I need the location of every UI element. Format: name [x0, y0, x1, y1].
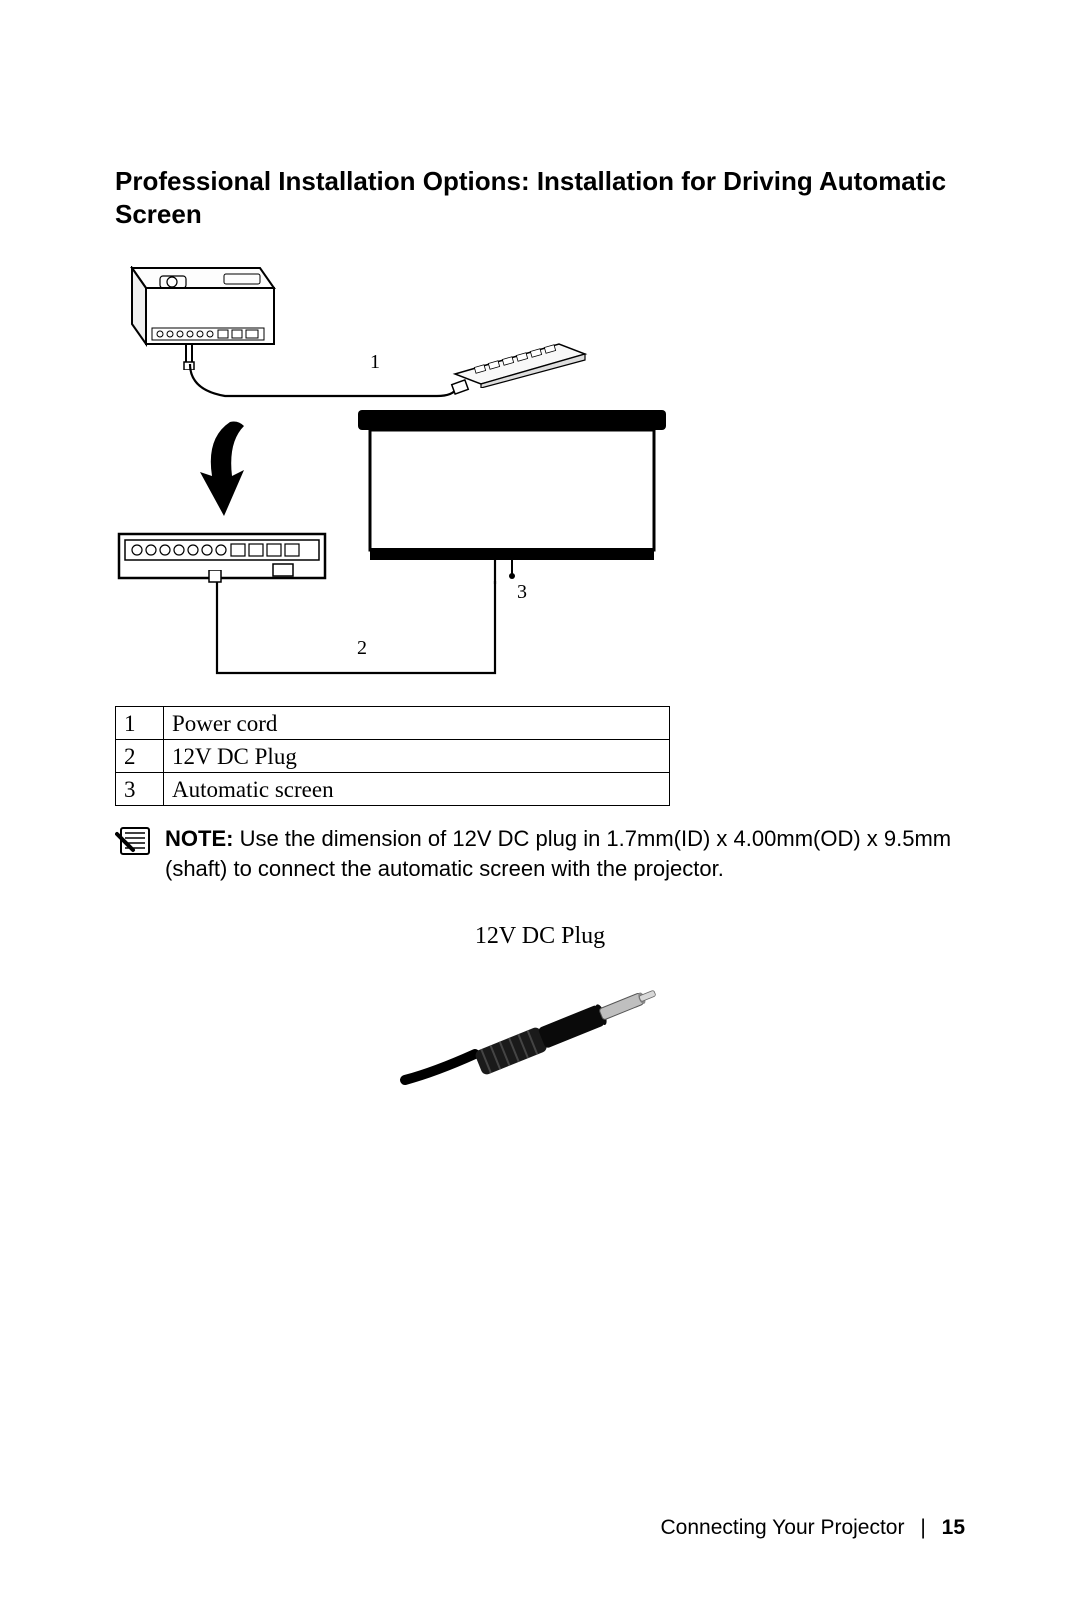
note-text: NOTE: Use the dimension of 12V DC plug i…: [165, 824, 965, 883]
power-cord-wire: [185, 360, 485, 410]
note-body: Use the dimension of 12V DC plug in 1.7m…: [165, 826, 951, 881]
note-block: NOTE: Use the dimension of 12V DC plug i…: [115, 824, 965, 883]
table-cell-num: 2: [116, 740, 164, 773]
footer-separator: |: [920, 1516, 925, 1539]
plug-caption: 12V DC Plug: [115, 923, 965, 950]
table-cell-num: 1: [116, 707, 164, 740]
table-row: 2 12V DC Plug: [116, 740, 670, 773]
table-cell-label: 12V DC Plug: [164, 740, 670, 773]
table-cell-label: Automatic screen: [164, 773, 670, 806]
note-label: NOTE:: [165, 826, 233, 851]
arrow-down-icon: [200, 420, 250, 518]
parts-table: 1 Power cord 2 12V DC Plug 3 Automatic s…: [115, 706, 670, 806]
table-row: 1 Power cord: [116, 707, 670, 740]
callout-3: 3: [517, 581, 527, 604]
connection-diagram: 1 2 3: [115, 260, 670, 690]
note-icon: [115, 826, 153, 856]
table-cell-num: 3: [116, 773, 164, 806]
screen-wire-stub: [487, 556, 507, 586]
callout-1: 1: [370, 351, 380, 374]
automatic-screen-illustration: [358, 410, 666, 580]
callout-2: 2: [357, 637, 367, 660]
footer-page-number: 15: [942, 1516, 965, 1539]
table-row: 3 Automatic screen: [116, 773, 670, 806]
table-cell-label: Power cord: [164, 707, 670, 740]
page-footer: Connecting Your Projector | 15: [660, 1516, 965, 1540]
dc-plug-illustration: [115, 980, 965, 1095]
footer-section: Connecting Your Projector: [660, 1516, 904, 1539]
dc-plug-tip: [207, 570, 225, 588]
page-heading: Professional Installation Options: Insta…: [115, 165, 965, 230]
projector-illustration: [114, 266, 276, 370]
dc-plug-wire: [213, 575, 503, 685]
